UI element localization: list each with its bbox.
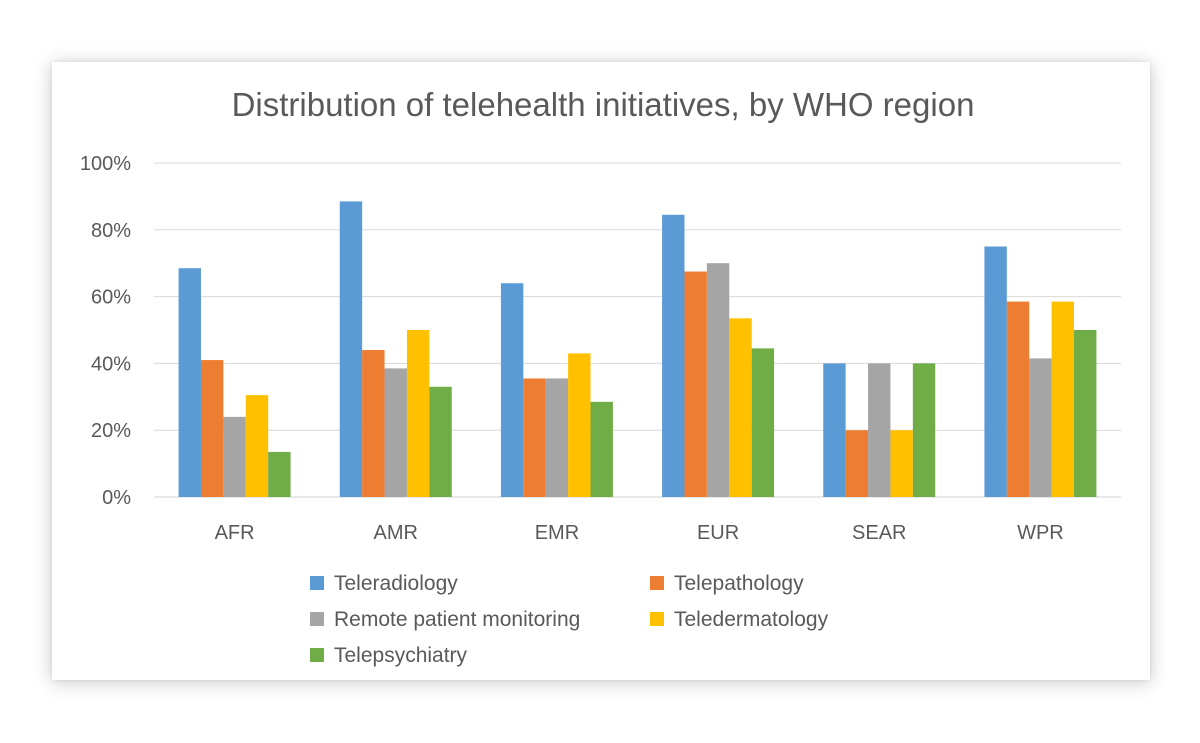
bar-teleradiology-emr: [500, 283, 524, 497]
bar-remote-patient-monitoring-wpr: [1029, 358, 1052, 497]
legend-item: Telepsychiatry: [310, 644, 468, 667]
bar-teleradiology-amr: [339, 201, 363, 497]
bar-teleradiology-wpr: [984, 246, 1007, 497]
bar-teledermatology-eur: [729, 318, 752, 497]
legend-label: Telepathology: [674, 572, 804, 595]
bars: [178, 201, 1097, 497]
bar-remote-patient-monitoring-afr: [223, 416, 246, 497]
bar-chart: Distribution of telehealth initiatives, …: [80, 86, 1121, 667]
x-category-label: SEAR: [852, 522, 906, 544]
bar-remote-patient-monitoring-amr: [384, 368, 407, 497]
legend: Teleradiology Telepathology Remote patient…: [310, 572, 829, 667]
legend-swatch: [650, 576, 664, 590]
x-category-label: AFR: [215, 522, 255, 544]
legend-item: Teleradiology: [310, 572, 458, 595]
legend-item: Remote patient monitoring: [310, 608, 580, 631]
bar-telepsychiatry-amr: [429, 386, 452, 497]
bar-teledermatology-wpr: [1051, 301, 1075, 497]
legend-label: Telepsychiatry: [334, 644, 468, 667]
legend-item: Telepathology: [650, 572, 804, 595]
x-axis-categories: AFR AMR EMR EUR SEAR WPR: [215, 522, 1064, 544]
x-category-label: EMR: [535, 522, 579, 544]
bar-teledermatology-amr: [406, 330, 430, 497]
y-tick-label: 0%: [102, 487, 131, 509]
bar-telepsychiatry-afr: [268, 451, 291, 497]
legend-swatch: [310, 648, 324, 662]
bar-telepathology-sear: [845, 430, 869, 497]
bar-teledermatology-emr: [568, 353, 591, 497]
chart-title: Distribution of telehealth initiatives, …: [232, 86, 975, 123]
bar-teleradiology-sear: [823, 363, 846, 497]
bar-remote-patient-monitoring-eur: [706, 263, 730, 497]
bar-telepathology-emr: [523, 378, 546, 497]
bar-telepathology-afr: [200, 360, 224, 497]
bar-telepsychiatry-sear: [912, 363, 936, 497]
bar-teledermatology-afr: [245, 395, 269, 497]
x-category-label: WPR: [1017, 522, 1064, 544]
bar-telepathology-amr: [362, 350, 385, 497]
y-tick-label: 20%: [91, 420, 131, 442]
bar-telepsychiatry-eur: [751, 348, 775, 497]
legend-swatch: [310, 612, 324, 626]
bar-telepathology-eur: [684, 271, 707, 497]
y-tick-label: 80%: [91, 220, 131, 242]
legend-label: Remote patient monitoring: [334, 608, 580, 631]
chart-card: Distribution of telehealth initiatives, …: [52, 62, 1150, 680]
bar-telepsychiatry-emr: [590, 401, 613, 497]
gridlines: [154, 162, 1121, 498]
legend-label: Teleradiology: [334, 572, 458, 595]
bar-remote-patient-monitoring-sear: [868, 363, 891, 497]
y-axis-ticks: 0% 20% 40% 60% 80% 100%: [80, 153, 131, 509]
bar-telepathology-wpr: [1006, 301, 1030, 497]
legend-swatch: [650, 612, 664, 626]
legend-label: Teledermatology: [674, 608, 829, 631]
legend-item: Teledermatology: [650, 608, 829, 631]
bar-remote-patient-monitoring-emr: [545, 378, 569, 497]
x-category-label: EUR: [697, 522, 739, 544]
bar-teleradiology-afr: [178, 268, 201, 497]
y-tick-label: 60%: [91, 287, 131, 309]
bar-teleradiology-eur: [662, 214, 685, 497]
bar-teledermatology-sear: [890, 430, 913, 497]
y-tick-label: 100%: [80, 153, 131, 175]
x-category-label: AMR: [374, 522, 418, 544]
y-tick-label: 40%: [91, 353, 131, 375]
legend-swatch: [310, 576, 324, 590]
bar-telepsychiatry-wpr: [1074, 330, 1097, 497]
